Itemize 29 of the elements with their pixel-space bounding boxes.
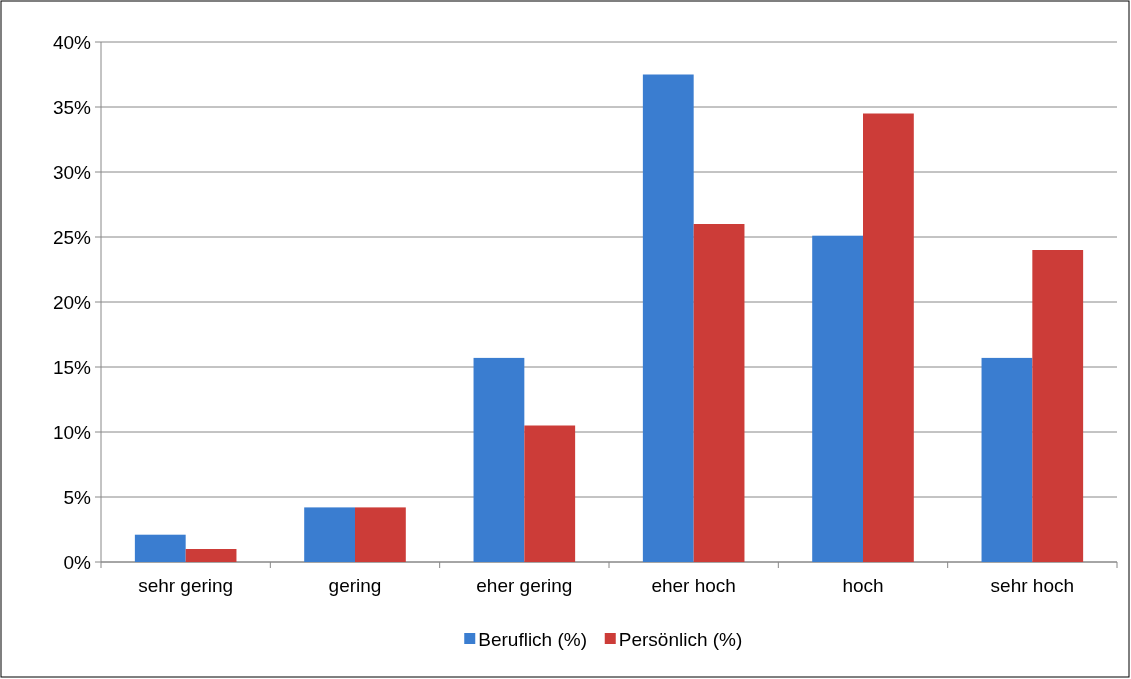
x-tick-label: sehr gering [138, 575, 234, 596]
y-tick-label: 35% [52, 96, 92, 118]
y-tick-label: 5% [63, 486, 92, 508]
y-tick-label: 10% [52, 421, 92, 443]
x-tick-label: hoch [842, 575, 884, 596]
bar [981, 357, 1033, 562]
bar [473, 357, 525, 562]
bar [812, 235, 863, 562]
bar [134, 534, 186, 562]
bar [185, 549, 237, 562]
x-tick-label: eher hoch [651, 575, 736, 596]
legend-label: Persönlich (%) [618, 628, 743, 650]
bar [304, 507, 355, 562]
bar [524, 425, 576, 562]
y-tick-label: 40% [52, 31, 92, 53]
y-tick-label: 20% [52, 291, 92, 313]
bar [355, 507, 406, 562]
bar [1032, 250, 1084, 562]
y-tick-label: 25% [52, 226, 92, 248]
x-tick-label: sehr hoch [990, 575, 1075, 596]
x-tick-label: eher gering [476, 575, 573, 596]
legend-label: Beruflich (%) [478, 628, 587, 650]
bar [642, 74, 694, 562]
y-tick-label: 0% [63, 551, 92, 573]
x-tick-label: gering [328, 575, 382, 596]
y-tick-label: 30% [52, 161, 92, 183]
bar [693, 224, 745, 562]
y-tick-label: 15% [52, 356, 92, 378]
bar [863, 113, 914, 562]
